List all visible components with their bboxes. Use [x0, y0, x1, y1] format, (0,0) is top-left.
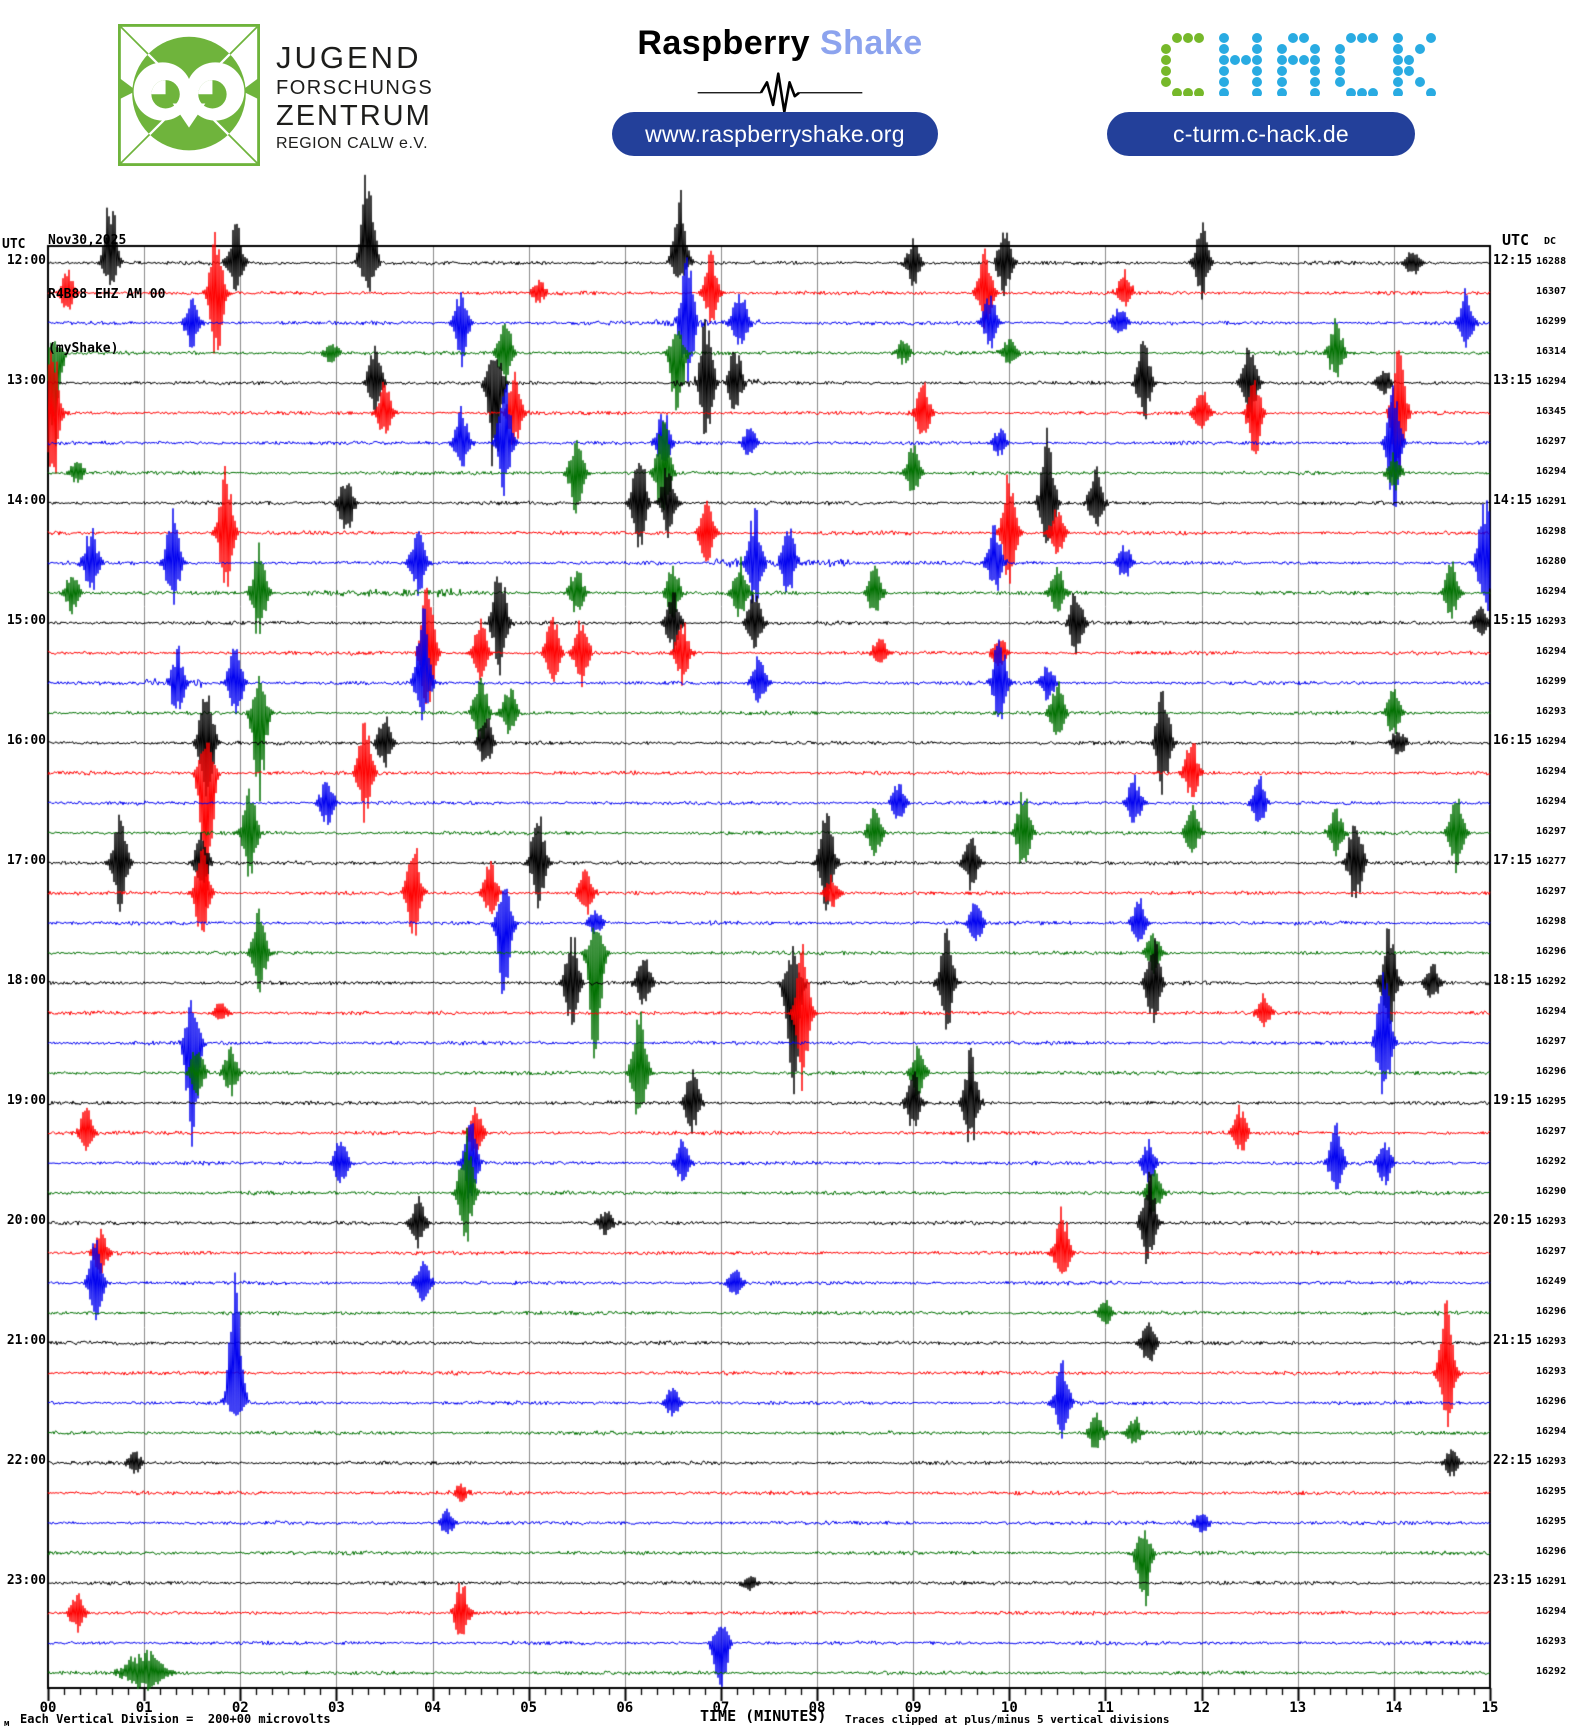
- seismic-wave-icon: [697, 72, 863, 114]
- raspberryshake-url: www.raspberryshake.org: [645, 120, 905, 147]
- chack-url-button[interactable]: c-turm.c-hack.de: [1107, 112, 1415, 156]
- dc-column-header: DC: [1544, 236, 1557, 247]
- x-axis-title: TIME (MINUTES): [700, 1707, 827, 1725]
- station-date: Nov30,2025: [48, 233, 127, 248]
- scale-prefix-glyph: м: [4, 1719, 10, 1729]
- jfz-line-1: JUGEND: [276, 40, 422, 75]
- utc-right-header: UTC: [1502, 231, 1530, 249]
- raspberryshake-url-button[interactable]: www.raspberryshake.org: [612, 112, 938, 156]
- jfz-wordmark: JUGEND FORSCHUNGS ZENTRUM REGION CALW e.…: [276, 42, 433, 152]
- jfz-line-2: FORSCHUNGS: [276, 77, 434, 99]
- utc-left-header: UTC: [2, 237, 26, 252]
- jfz-line-4: REGION CALW e.V.: [276, 135, 429, 152]
- jfz-owl-logo: [118, 24, 260, 166]
- chack-dot-matrix-logo: [1161, 33, 1436, 96]
- raspberry-shake-logo: Raspberry Shake: [585, 24, 975, 117]
- station-network: (myShake): [48, 341, 119, 356]
- jfz-line-3: ZENTRUM: [276, 100, 432, 132]
- raspberry-shake-word-raspberry: Raspberry: [637, 24, 811, 62]
- chack-url: c-turm.c-hack.de: [1172, 120, 1350, 147]
- clip-note: Traces clipped at plus/minus 5 vertical …: [845, 1713, 1170, 1726]
- raspberry-shake-word-shake: Shake: [819, 24, 923, 62]
- raspberry-shake-wordmark: Raspberry Shake: [585, 24, 975, 63]
- station-id: R4B88 EHZ AM 00: [48, 287, 166, 302]
- vertical-scale-note: Each Vertical Division = 200+00 microvol…: [20, 1712, 331, 1726]
- station-info: Nov30,2025 R4B88 EHZ AM 00 (myShake): [48, 196, 165, 376]
